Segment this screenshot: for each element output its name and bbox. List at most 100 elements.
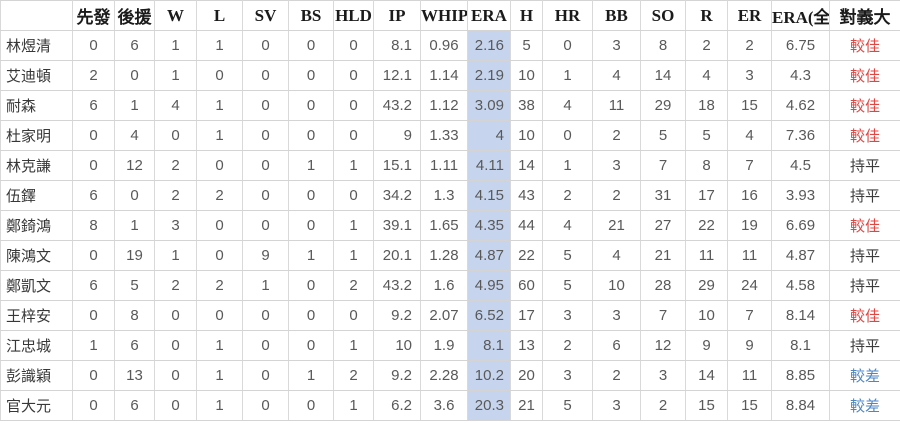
stat-cell-so: 5	[640, 120, 686, 151]
stat-cell-hld: 1	[333, 240, 374, 271]
stat-cell-bb: 3	[592, 150, 641, 181]
stat-cell-era_total: 3.93	[771, 180, 830, 211]
stat-cell-so: 7	[640, 300, 686, 331]
stat-cell-bs: 0	[288, 390, 334, 421]
stat-cell-er: 11	[727, 240, 772, 271]
stat-cell-starts: 0	[72, 300, 115, 331]
stat-cell-r: 17	[685, 180, 728, 211]
player-name-cell: 陳鴻文	[0, 240, 73, 271]
player-name-cell: 耐森	[0, 90, 73, 121]
player-name-cell: 鄭凱文	[0, 270, 73, 301]
stat-cell-era: 10.2	[467, 360, 511, 391]
table-row: 伍鐸 6 0 2 2 0 0 0 34.2 1.3 4.15 43 2 2 31 17 16 3.93 持平	[0, 180, 900, 211]
vs-result-cell: 較佳	[829, 60, 900, 91]
table-row: 艾迪頓 2 0 1 0 0 0 0 12.1 1.14 2.19 10 1 4 14 4 3 4.3 較佳	[0, 60, 900, 91]
column-header-r: R	[685, 0, 728, 31]
stat-cell-l: 0	[196, 60, 243, 91]
table-row: 林煜清 0 6 1 1 0 0 0 8.1 0.96 2.16 5 0 3 8 2 2 6.75 較佳	[0, 30, 900, 61]
stat-cell-era: 2.19	[467, 60, 511, 91]
stat-cell-era_total: 8.84	[771, 390, 830, 421]
vs-result-cell: 持平	[829, 270, 900, 301]
stat-cell-hr: 1	[542, 150, 593, 181]
table-row: 江忠城 1 6 0 1 0 0 1 10 1.9 8.1 13 2 6 12 9 9 8.1 持平	[0, 330, 900, 361]
corner-cell	[0, 0, 73, 31]
stat-cell-er: 7	[727, 150, 772, 181]
stat-cell-era_total: 4.5	[771, 150, 830, 181]
stat-cell-hr: 2	[542, 180, 593, 211]
stat-cell-l: 2	[196, 180, 243, 211]
stat-cell-starts: 1	[72, 330, 115, 361]
player-name-cell: 彭識穎	[0, 360, 73, 391]
stat-cell-bb: 4	[592, 240, 641, 271]
stat-cell-relief: 12	[114, 150, 155, 181]
stat-cell-r: 14	[685, 360, 728, 391]
stat-cell-bb: 11	[592, 90, 641, 121]
stat-cell-era_total: 8.14	[771, 300, 830, 331]
stat-cell-relief: 5	[114, 270, 155, 301]
stat-cell-er: 15	[727, 390, 772, 421]
stat-cell-era: 6.52	[467, 300, 511, 331]
vs-result-cell: 較差	[829, 390, 900, 421]
stat-cell-era_total: 6.75	[771, 30, 830, 61]
stat-cell-starts: 8	[72, 210, 115, 241]
stat-cell-r: 2	[685, 30, 728, 61]
player-name-cell: 林克謙	[0, 150, 73, 181]
stat-cell-hr: 5	[542, 270, 593, 301]
stat-cell-hld: 0	[333, 300, 374, 331]
stat-cell-hld: 0	[333, 120, 374, 151]
stat-cell-sv: 0	[242, 210, 289, 241]
vs-result-cell: 較佳	[829, 120, 900, 151]
stat-cell-whip: 1.6	[420, 270, 468, 301]
stat-cell-bs: 0	[288, 120, 334, 151]
stat-cell-l: 1	[196, 30, 243, 61]
column-header-bb: BB	[592, 0, 641, 31]
stat-cell-er: 9	[727, 330, 772, 361]
stat-cell-w: 2	[154, 180, 197, 211]
stat-cell-h: 13	[510, 330, 543, 361]
stat-cell-er: 7	[727, 300, 772, 331]
stat-cell-hr: 1	[542, 60, 593, 91]
table-row: 鄭凱文 6 5 2 2 1 0 2 43.2 1.6 4.95 60 5 10 28 29 24 4.58 持平	[0, 270, 900, 301]
stat-cell-era: 4	[467, 120, 511, 151]
stat-cell-whip: 2.07	[420, 300, 468, 331]
stat-cell-so: 12	[640, 330, 686, 361]
stat-cell-h: 38	[510, 90, 543, 121]
stat-cell-h: 22	[510, 240, 543, 271]
stat-cell-hld: 0	[333, 30, 374, 61]
vs-result-cell: 較佳	[829, 90, 900, 121]
stat-cell-w: 1	[154, 240, 197, 271]
stat-cell-r: 10	[685, 300, 728, 331]
stat-cell-r: 29	[685, 270, 728, 301]
stat-cell-era_total: 4.3	[771, 60, 830, 91]
stat-cell-w: 1	[154, 30, 197, 61]
column-header-whip: WHIP	[420, 0, 468, 31]
column-header-vs_eda: 對義大	[829, 0, 900, 31]
table-header: 先發後援WLSVBSHLDIPWHIPERAHHRBBSORERERA(全)對義…	[0, 0, 900, 31]
column-header-h: H	[510, 0, 543, 31]
stat-cell-starts: 0	[72, 150, 115, 181]
stat-cell-so: 27	[640, 210, 686, 241]
stat-cell-w: 0	[154, 330, 197, 361]
column-header-ip: IP	[373, 0, 421, 31]
column-header-era: ERA	[467, 0, 511, 31]
vs-result-cell: 較佳	[829, 300, 900, 331]
stat-cell-so: 8	[640, 30, 686, 61]
stat-cell-era: 3.09	[467, 90, 511, 121]
player-name-cell: 鄭錡鴻	[0, 210, 73, 241]
stat-cell-sv: 0	[242, 120, 289, 151]
stat-cell-bb: 2	[592, 180, 641, 211]
stat-cell-relief: 8	[114, 300, 155, 331]
stat-cell-l: 0	[196, 150, 243, 181]
stat-cell-l: 0	[196, 210, 243, 241]
stat-cell-relief: 4	[114, 120, 155, 151]
stat-cell-relief: 6	[114, 390, 155, 421]
stat-cell-starts: 0	[72, 360, 115, 391]
stat-cell-h: 10	[510, 60, 543, 91]
stat-cell-sv: 0	[242, 390, 289, 421]
stat-cell-w: 2	[154, 270, 197, 301]
stat-cell-ip: 9.2	[373, 300, 421, 331]
stat-cell-ip: 9	[373, 120, 421, 151]
stat-cell-ip: 8.1	[373, 30, 421, 61]
column-header-hld: HLD	[333, 0, 374, 31]
stat-cell-whip: 1.12	[420, 90, 468, 121]
